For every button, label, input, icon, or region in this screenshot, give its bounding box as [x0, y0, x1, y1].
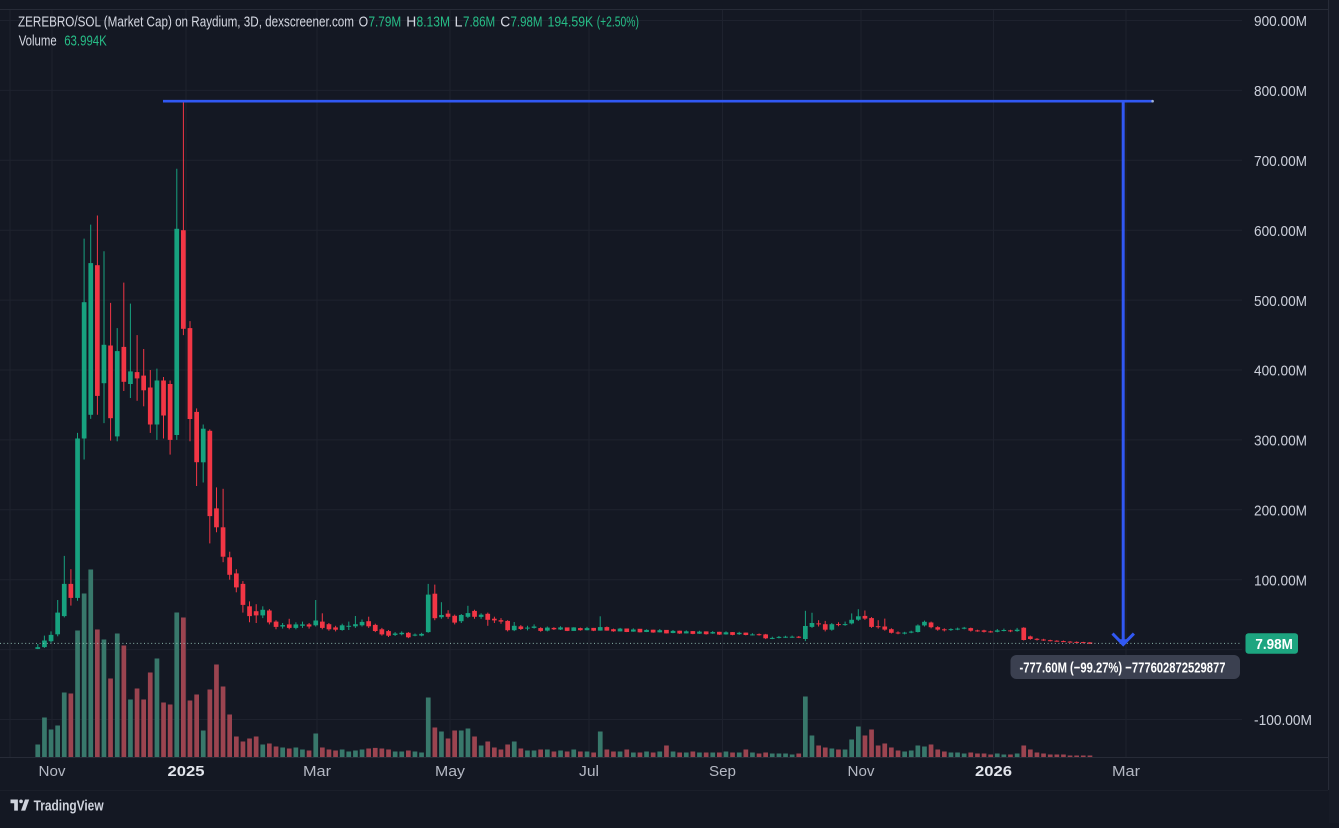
svg-text:ZEREBRO/SOL (Market Cap) on Ra: ZEREBRO/SOL (Market Cap) on Raydium, 3D,…: [18, 14, 354, 31]
svg-text:800.00M: 800.00M: [1254, 83, 1307, 100]
svg-text:900.00M: 900.00M: [1254, 13, 1307, 30]
svg-text:7.79M: 7.79M: [369, 14, 402, 31]
svg-text:7.98M: 7.98M: [511, 14, 543, 31]
svg-text:H: H: [406, 14, 416, 31]
svg-text:7.86M: 7.86M: [463, 14, 495, 31]
svg-text:63.994K: 63.994K: [64, 33, 107, 50]
svg-text:TradingView: TradingView: [34, 798, 104, 815]
svg-text:(+2.50%): (+2.50%): [597, 14, 639, 31]
svg-text:Mar: Mar: [303, 763, 331, 780]
svg-text:O: O: [359, 14, 369, 31]
svg-text:Volume: Volume: [19, 33, 57, 50]
svg-text:700.00M: 700.00M: [1254, 153, 1307, 170]
svg-text:Jul: Jul: [579, 763, 599, 780]
svg-text:Nov: Nov: [848, 763, 875, 780]
svg-text:600.00M: 600.00M: [1254, 223, 1307, 240]
svg-text:Nov: Nov: [39, 763, 66, 780]
svg-text:7.98M: 7.98M: [1255, 636, 1292, 653]
svg-text:200.00M: 200.00M: [1254, 503, 1307, 520]
svg-text:2026: 2026: [975, 763, 1012, 780]
svg-text:300.00M: 300.00M: [1254, 433, 1307, 450]
svg-text:194.59K: 194.59K: [548, 14, 594, 31]
svg-text:8.13M: 8.13M: [417, 14, 451, 31]
svg-text:-100.00M: -100.00M: [1254, 712, 1312, 729]
svg-text:2025: 2025: [168, 763, 205, 780]
svg-text:C: C: [500, 14, 510, 31]
svg-text:400.00M: 400.00M: [1254, 363, 1307, 380]
svg-text:Mar: Mar: [1112, 763, 1140, 780]
svg-text:500.00M: 500.00M: [1254, 293, 1307, 310]
svg-text:L: L: [455, 14, 463, 31]
svg-text:-777.60M (−99.27%) −7776028725: -777.60M (−99.27%) −777602872529877: [1020, 660, 1226, 677]
svg-text:May: May: [435, 763, 466, 780]
svg-text:Sep: Sep: [709, 763, 736, 780]
svg-text:100.00M: 100.00M: [1254, 572, 1307, 589]
